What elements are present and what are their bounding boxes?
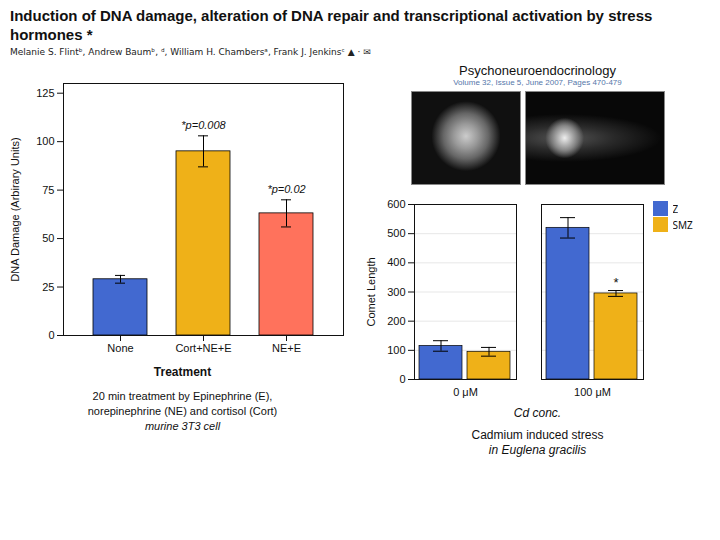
- html-text:Induction of DNA damage, alter: Induction of DNA damage, alteration of D…: [10, 7, 653, 43]
- svg-text:*p=0.008: *p=0.008: [181, 119, 226, 131]
- html-text:norepinephrine (NE) and cortis: norepinephrine (NE) and cortisol (Cort): [87, 405, 278, 417]
- html-text:Cd conc.: Cd conc.: [513, 406, 562, 420]
- svg-text:DNA Damage (Arbirary Units): DNA Damage (Arbirary Units): [9, 137, 21, 281]
- svg-text:50: 50: [42, 232, 54, 244]
- html-text:Treatment: Treatment: [153, 365, 212, 379]
- svg-text:0 μM: 0 μM: [453, 386, 478, 398]
- svg-text:200: 200: [387, 315, 405, 327]
- svg-text:0: 0: [399, 373, 405, 385]
- html-text:Melanie S. Flintᵇ, Andrew Baum: Melanie S. Flintᵇ, Andrew Baumᵇ, ᵈ, Will…: [10, 47, 371, 57]
- svg-text:100: 100: [36, 135, 54, 147]
- html-text:Volume 32, Issue 5, June 2007,: Volume 32, Issue 5, June 2007, Pages 470…: [453, 78, 622, 87]
- html-text:Z: Z: [672, 201, 679, 216]
- html-text:Psychoneuroendocrinology: Psychoneuroendocrinology: [459, 63, 616, 78]
- svg-text:None: None: [107, 342, 133, 354]
- svg-text:*p=0.02: *p=0.02: [267, 183, 305, 195]
- html-text:in Euglena gracilis: in Euglena gracilis: [488, 443, 587, 457]
- svg-text:400: 400: [387, 256, 405, 268]
- svg-text:25: 25: [42, 281, 54, 293]
- svg-text:0: 0: [48, 329, 54, 341]
- svg-text:NE+E: NE+E: [271, 342, 300, 354]
- svg-text:*: *: [613, 275, 618, 290]
- svg-text:500: 500: [387, 227, 405, 239]
- svg-text:125: 125: [36, 87, 54, 99]
- svg-text:Cort+NE+E: Cort+NE+E: [175, 342, 231, 354]
- html-text:Cadmium induced stress: Cadmium induced stress: [471, 428, 604, 442]
- svg-text:600: 600: [387, 198, 405, 210]
- html-text:20 min treatment by Epinephrin: 20 min treatment by Epinephrine (E),: [92, 390, 273, 402]
- html-text:SMZ: SMZ: [672, 217, 693, 232]
- svg-text:100: 100: [387, 344, 405, 356]
- svg-text:Comet Length: Comet Length: [365, 257, 377, 326]
- svg-text:300: 300: [387, 286, 405, 298]
- svg-text:75: 75: [42, 184, 54, 196]
- svg-text:100 μM: 100 μM: [574, 386, 611, 398]
- html-text:murine 3T3 cell: murine 3T3 cell: [144, 420, 221, 432]
